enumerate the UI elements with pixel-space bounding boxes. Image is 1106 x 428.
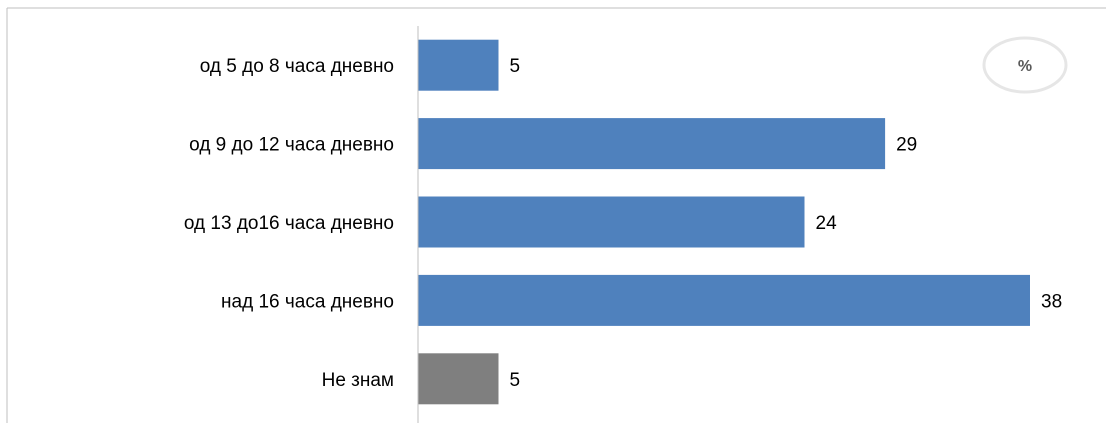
category-label-3: над 16 часа дневно [221, 291, 394, 312]
bar-0 [418, 39, 499, 91]
unit-label: % [1018, 58, 1032, 75]
value-label-1: 29 [896, 135, 917, 156]
unit-badge: % [982, 36, 1068, 94]
category-label-0: од 5 до 8 часа дневно [200, 56, 394, 77]
labels-layer: од 5 до 8 часа дневно 5 од 9 до 12 часа дн… [184, 56, 1062, 391]
value-label-2: 24 [816, 213, 838, 234]
category-label-4: Не знам [322, 370, 394, 391]
value-label-3: 38 [1041, 291, 1062, 312]
category-label-2: од 13 до16 часа дневно [184, 213, 394, 234]
bar-3 [418, 274, 1030, 326]
bars-layer [418, 39, 1030, 405]
category-label-1: од 9 до 12 часа дневно [189, 135, 394, 156]
unit-badge-ellipse [982, 36, 1068, 94]
bar-4 [418, 353, 499, 405]
value-label-0: 5 [510, 56, 521, 77]
bar-2 [418, 196, 805, 248]
value-label-4: 5 [510, 370, 521, 391]
bar-1 [418, 118, 886, 170]
